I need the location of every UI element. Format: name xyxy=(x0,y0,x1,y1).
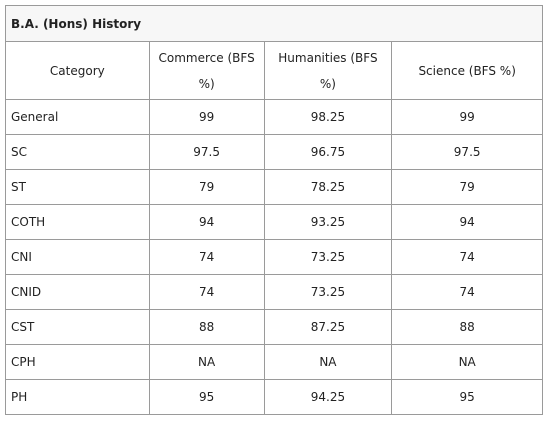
header-row: Category Commerce (BFS %) Humanities (BFS … xyxy=(5,41,543,100)
data-row: CST 88 87.25 88 xyxy=(5,309,543,345)
value-cell: 73.25 xyxy=(263,274,393,310)
category-cell: General xyxy=(5,99,150,135)
cutoff-table: B.A. (Hons) History Category Commerce (BF… xyxy=(5,5,543,415)
data-row: General 99 98.25 99 xyxy=(5,99,543,135)
column-header: Commerce (BFS %) xyxy=(148,41,265,100)
value-cell: 93.25 xyxy=(263,204,393,240)
value-cell: 74 xyxy=(148,274,265,310)
category-cell: CPH xyxy=(5,344,150,380)
category-cell: PH xyxy=(5,379,150,415)
category-cell: CNID xyxy=(5,274,150,310)
data-row: CNI 74 73.25 74 xyxy=(5,239,543,275)
category-cell: CST xyxy=(5,309,150,345)
data-row: CNID 74 73.25 74 xyxy=(5,274,543,310)
value-cell: 95 xyxy=(391,379,543,415)
value-cell: 96.75 xyxy=(263,134,393,170)
column-header: Category xyxy=(5,41,150,100)
value-cell: 73.25 xyxy=(263,239,393,275)
value-cell: NA xyxy=(263,344,393,380)
value-cell: NA xyxy=(391,344,543,380)
value-cell: 74 xyxy=(148,239,265,275)
value-cell: 98.25 xyxy=(263,99,393,135)
value-cell: 99 xyxy=(391,99,543,135)
data-row: SC 97.5 96.75 97.5 xyxy=(5,134,543,170)
value-cell: 79 xyxy=(148,169,265,205)
value-cell: 88 xyxy=(148,309,265,345)
title-row: B.A. (Hons) History xyxy=(5,5,543,42)
value-cell: 87.25 xyxy=(263,309,393,345)
value-cell: 78.25 xyxy=(263,169,393,205)
value-cell: 79 xyxy=(391,169,543,205)
column-header: Humanities (BFS %) xyxy=(263,41,393,100)
value-cell: NA xyxy=(148,344,265,380)
value-cell: 88 xyxy=(391,309,543,345)
category-cell: SC xyxy=(5,134,150,170)
value-cell: 97.5 xyxy=(148,134,265,170)
value-cell: 94.25 xyxy=(263,379,393,415)
value-cell: 99 xyxy=(148,99,265,135)
value-cell: 95 xyxy=(148,379,265,415)
table-title: B.A. (Hons) History xyxy=(5,5,543,42)
value-cell: 74 xyxy=(391,239,543,275)
table-body: B.A. (Hons) History Category Commerce (BF… xyxy=(5,5,543,415)
value-cell: 97.5 xyxy=(391,134,543,170)
value-cell: 94 xyxy=(148,204,265,240)
data-row: ST 79 78.25 79 xyxy=(5,169,543,205)
category-cell: COTH xyxy=(5,204,150,240)
data-row: COTH 94 93.25 94 xyxy=(5,204,543,240)
data-row: CPH NA NA NA xyxy=(5,344,543,380)
category-cell: ST xyxy=(5,169,150,205)
value-cell: 74 xyxy=(391,274,543,310)
data-row: PH 95 94.25 95 xyxy=(5,379,543,415)
value-cell: 94 xyxy=(391,204,543,240)
category-cell: CNI xyxy=(5,239,150,275)
column-header: Science (BFS %) xyxy=(391,41,543,100)
